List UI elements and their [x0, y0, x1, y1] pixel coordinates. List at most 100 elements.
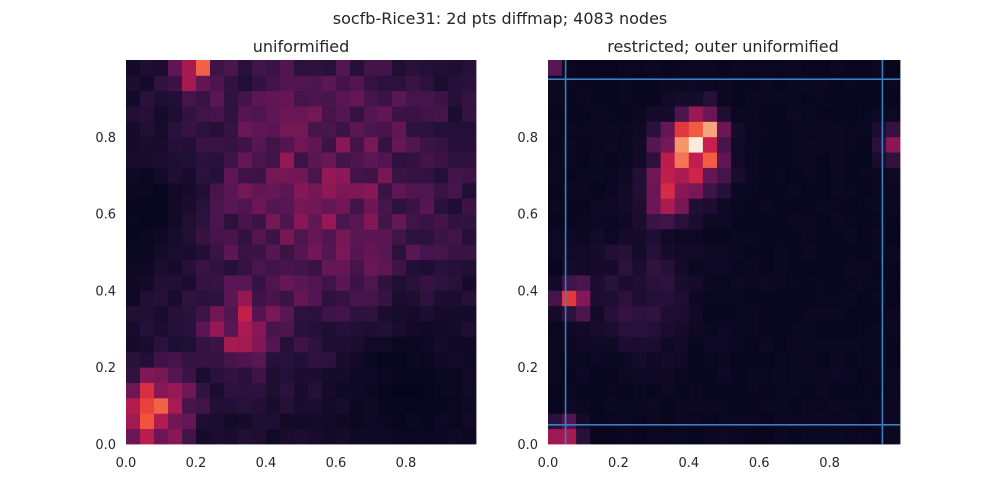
heatmap-cell — [745, 428, 760, 445]
heatmap-cell — [448, 121, 463, 138]
heatmap-cell — [829, 275, 845, 291]
heatmap-cell — [224, 167, 239, 184]
heatmap-cell — [773, 90, 788, 107]
heatmap-cell — [462, 428, 477, 445]
heatmap-cell — [406, 228, 421, 245]
heatmap-cell — [168, 106, 183, 122]
heatmap-cell — [674, 259, 690, 276]
heatmap-cell — [562, 228, 577, 245]
heatmap-cell — [576, 121, 591, 138]
heatmap-cell — [801, 213, 816, 230]
heatmap-cell — [773, 106, 788, 122]
heatmap-cell — [462, 351, 477, 368]
heatmap-cell — [364, 60, 379, 76]
heatmap-cell — [406, 244, 421, 261]
heatmap-cell — [252, 152, 267, 168]
heatmap-cell — [604, 121, 619, 138]
heatmap-cell — [140, 90, 155, 107]
heatmap-cell — [773, 290, 788, 307]
heatmap-cell — [448, 213, 463, 230]
heatmap-cell — [294, 182, 309, 199]
heatmap-cell — [745, 60, 760, 76]
heatmap-cell — [196, 182, 211, 199]
heatmap-cell — [716, 305, 732, 322]
heatmap-cell — [266, 275, 281, 291]
heatmap-cell — [126, 259, 141, 276]
heatmap-cell — [660, 90, 676, 107]
heatmap-cell — [196, 290, 211, 307]
heatmap-cell — [562, 351, 577, 368]
heatmap-cell — [801, 275, 816, 291]
heatmap-cell — [857, 75, 873, 92]
heatmap-cell — [168, 213, 183, 230]
heatmap-cell — [885, 351, 901, 368]
x-tick-label: 0.4 — [678, 456, 699, 471]
heatmap-cell — [773, 182, 788, 199]
heatmap-cell — [674, 228, 690, 245]
heatmap-cell — [801, 228, 816, 245]
heatmap-cell — [280, 106, 295, 122]
heatmap-cell — [140, 275, 155, 291]
heatmap-cell — [210, 397, 225, 414]
heatmap-cell — [688, 121, 704, 138]
heatmap-cell — [618, 290, 633, 307]
heatmap-cell — [787, 259, 802, 276]
heatmap-cell — [392, 275, 407, 291]
heatmap-cell — [843, 382, 859, 399]
heatmap-cell — [745, 321, 760, 337]
heatmap-cell — [660, 228, 676, 245]
heatmap-cell — [674, 167, 690, 184]
heatmap-cell — [618, 60, 633, 76]
heatmap-cell — [406, 259, 421, 276]
heatmap-cell — [280, 167, 295, 184]
heatmap-cell — [308, 75, 323, 92]
heatmap-cell — [462, 167, 477, 184]
heatmap-cell — [294, 367, 309, 383]
heatmap-cell — [871, 397, 887, 414]
heatmap-cell — [646, 290, 662, 307]
heatmap-cell — [196, 75, 211, 92]
heatmap-cell — [182, 367, 197, 383]
heatmap-cell — [871, 382, 887, 399]
heatmap-cell — [196, 167, 211, 184]
heatmap-cell — [590, 213, 605, 230]
heatmap-cell — [168, 152, 183, 168]
heatmap-cell — [618, 182, 633, 199]
heatmap-cell — [829, 351, 845, 368]
heatmap-cell — [660, 428, 676, 445]
heatmap-cell — [885, 136, 901, 153]
heatmap-cell — [660, 213, 676, 230]
heatmap-cell — [646, 321, 662, 337]
heatmap-cell — [731, 121, 746, 138]
heatmap-cell — [322, 228, 337, 245]
heatmap-cell — [745, 167, 760, 184]
heatmap-cell — [871, 413, 887, 430]
heatmap-cell — [674, 198, 690, 214]
heatmap-cell — [378, 351, 393, 368]
heatmap-cell — [252, 244, 267, 261]
heatmap-cell — [787, 244, 802, 261]
heatmap-cell — [604, 198, 619, 214]
heatmap-cell — [294, 60, 309, 76]
heatmap-cell — [885, 167, 901, 184]
x-tick-label: 0.4 — [256, 456, 277, 471]
heatmap-cell — [829, 106, 845, 122]
heatmap-cell — [266, 336, 281, 353]
heatmap-cell — [336, 75, 351, 92]
heatmap-cell — [576, 182, 591, 199]
heatmap-cell — [857, 382, 873, 399]
heatmap-cell — [773, 259, 788, 276]
heatmap-cell — [590, 121, 605, 138]
heatmap-cell — [787, 305, 802, 322]
heatmap-cell — [576, 259, 591, 276]
heatmap-cell — [688, 136, 704, 153]
heatmap-cell — [392, 367, 407, 383]
heatmap-cell — [154, 182, 169, 199]
heatmap-cell — [801, 152, 816, 168]
heatmap-cell — [632, 351, 647, 368]
heatmap-cell — [871, 275, 887, 291]
heatmap-cell — [632, 321, 647, 337]
heatmap-cell — [885, 60, 901, 76]
heatmap-cell — [702, 275, 718, 291]
heatmap-cell — [196, 152, 211, 168]
